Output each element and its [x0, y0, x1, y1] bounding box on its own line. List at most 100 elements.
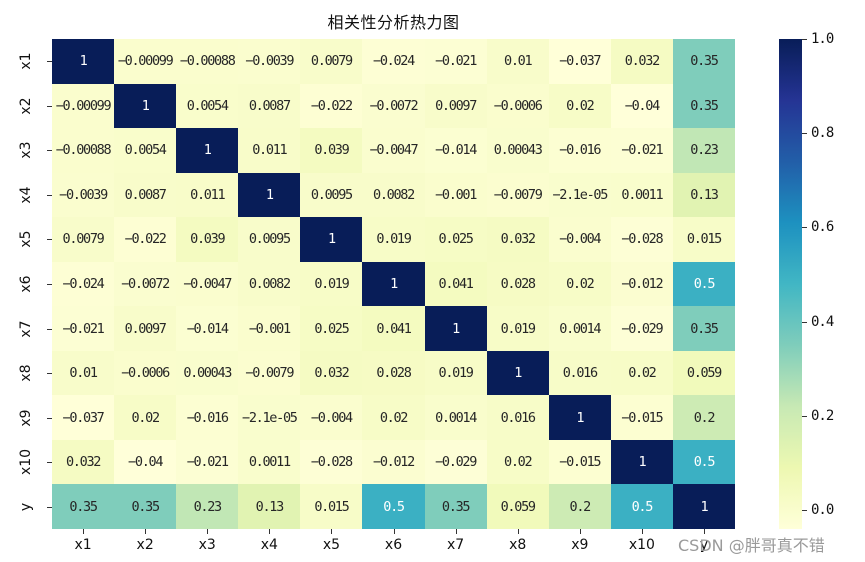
heatmap-cell: −0.0079: [486, 172, 549, 218]
y-tick-label: x1: [0, 39, 52, 84]
heatmap-cell: −0.00099: [52, 83, 115, 129]
x-tick-label: x6: [362, 529, 424, 562]
heatmap-cell: −0.0039: [52, 172, 115, 218]
x-tick-mark: [83, 529, 85, 534]
heatmap-cell: −0.0047: [176, 261, 239, 307]
colorbar-tick-label: 0.6: [811, 219, 834, 236]
heatmap-cell: 1: [300, 217, 363, 262]
x-tick-mark: [579, 529, 581, 534]
heatmap-cell: 0.0011: [610, 172, 673, 218]
y-tick-text: x4: [18, 186, 34, 204]
y-tick-text: x5: [18, 230, 34, 249]
x-tick-text: x1: [74, 537, 92, 553]
y-tick-mark: [47, 417, 52, 419]
heatmap-cell: −0.037: [548, 39, 611, 84]
x-axis: x1 x2 x3 x4 x5 x6 x7 x8 x9 x10 y: [52, 529, 735, 562]
heatmap-cell: 0.0014: [548, 306, 611, 351]
x-tick-text: y: [699, 537, 709, 553]
y-tick-mark: [47, 150, 52, 152]
x-tick-text: x7: [447, 537, 465, 553]
heatmap-cell: 0.016: [548, 350, 611, 396]
heatmap-cell: −0.021: [610, 128, 673, 173]
y-tick-text: x3: [18, 141, 34, 159]
heatmap-cell: 0.0054: [176, 83, 239, 129]
heatmap-cell: −0.028: [610, 217, 673, 262]
y-tick-label: x3: [0, 128, 52, 173]
y-tick-mark: [47, 283, 52, 285]
y-tick-label: y: [0, 484, 52, 529]
heatmap-cell: 0.019: [362, 217, 425, 262]
heatmap-cell: −0.00088: [52, 128, 115, 173]
heatmap-cell: 0.0014: [424, 395, 487, 440]
x-tick-mark: [517, 529, 519, 534]
heatmap-cell: 0.35: [672, 306, 735, 351]
heatmap-cell: −0.021: [424, 39, 487, 84]
heatmap-cell: 0.35: [672, 39, 735, 84]
x-tick-text: x8: [509, 537, 527, 553]
heatmap-cell: 0.23: [672, 128, 735, 173]
heatmap-cell: 0.01: [52, 350, 115, 396]
heatmap-cell: 1: [424, 306, 487, 351]
x-tick-label: x9: [549, 529, 611, 562]
heatmap-cell: 0.01: [486, 39, 549, 84]
colorbar-tick-label: 0.2: [811, 407, 834, 424]
watermark: CSDN @胖哥真不错: [678, 536, 825, 555]
heatmap-cell: −0.014: [176, 306, 239, 351]
heatmap-cell: 0.032: [300, 350, 363, 396]
heatmap-cell: 0.0087: [114, 172, 177, 218]
colorbar: [779, 39, 802, 529]
y-tick-label: x10: [0, 440, 52, 485]
y-tick-label: x4: [0, 173, 52, 218]
heatmap-grid: 1 −0.00099 −0.00088 −0.0039 0.0079 −0.024 −0.0…: [52, 39, 735, 529]
heatmap-cell: 0.0011: [238, 439, 301, 485]
heatmap-cell: −0.04: [114, 439, 177, 485]
heatmap-cell: −0.016: [176, 395, 239, 440]
heatmap-cell: 0.02: [610, 350, 673, 396]
heatmap-cell: 1: [238, 172, 301, 218]
heatmap-cell: 0.0097: [424, 83, 487, 129]
x-tick-text: x4: [260, 537, 278, 553]
y-tick-text: x2: [18, 97, 34, 115]
y-tick-mark: [47, 462, 52, 464]
heatmap-cell: −0.004: [300, 395, 363, 440]
heatmap-cell: −0.029: [610, 306, 673, 351]
y-tick-mark: [47, 328, 52, 330]
heatmap-cell: 0.0079: [300, 39, 363, 84]
x-tick-mark: [207, 529, 209, 534]
x-tick-text: x9: [571, 537, 589, 553]
x-tick-mark: [641, 529, 643, 534]
x-tick-mark: [393, 529, 395, 534]
heatmap-cell: 0.0095: [300, 172, 363, 218]
heatmap-cell: −0.012: [610, 261, 673, 307]
heatmap-cell: 0.019: [424, 350, 487, 396]
heatmap-cell: 0.35: [52, 484, 115, 529]
heatmap-cell: 0.13: [238, 484, 301, 529]
y-tick-mark: [47, 239, 52, 241]
heatmap-cell: −0.0072: [362, 83, 425, 129]
heatmap-cell: −0.037: [52, 395, 115, 440]
heatmap-cell: −0.001: [238, 306, 301, 351]
heatmap-cell: 0.5: [610, 484, 673, 529]
heatmap-cell: −0.022: [114, 217, 177, 262]
chart-title: 相关性分析热力图: [327, 13, 460, 32]
heatmap-cell: 0.019: [486, 306, 549, 351]
heatmap-cell: 0.015: [672, 217, 735, 262]
y-tick-text: x8: [18, 364, 34, 382]
y-tick-text: x10: [18, 449, 34, 476]
heatmap-cell: −0.028: [300, 439, 363, 485]
x-tick-label: x4: [238, 529, 300, 562]
heatmap-cell: 0.0082: [238, 261, 301, 307]
heatmap-cell: −2.1e-05: [548, 172, 611, 218]
heatmap-cell: 0.016: [486, 395, 549, 440]
colorbar-tick-mark: [802, 133, 807, 135]
heatmap-cell: 1: [486, 350, 549, 396]
heatmap-cell: 0.35: [424, 484, 487, 529]
y-tick-label: x5: [0, 217, 52, 262]
heatmap-cell: −0.016: [548, 128, 611, 173]
x-tick-label: y: [673, 529, 735, 562]
y-tick-mark: [47, 61, 52, 63]
y-axis: x1 x2 x3 x4 x5 x6 x7 x8 x9 x10 y: [0, 39, 52, 529]
heatmap-cell: −0.015: [548, 439, 611, 485]
colorbar-tick-label: 0.0: [811, 502, 834, 519]
heatmap-cell: 0.0087: [238, 83, 301, 129]
